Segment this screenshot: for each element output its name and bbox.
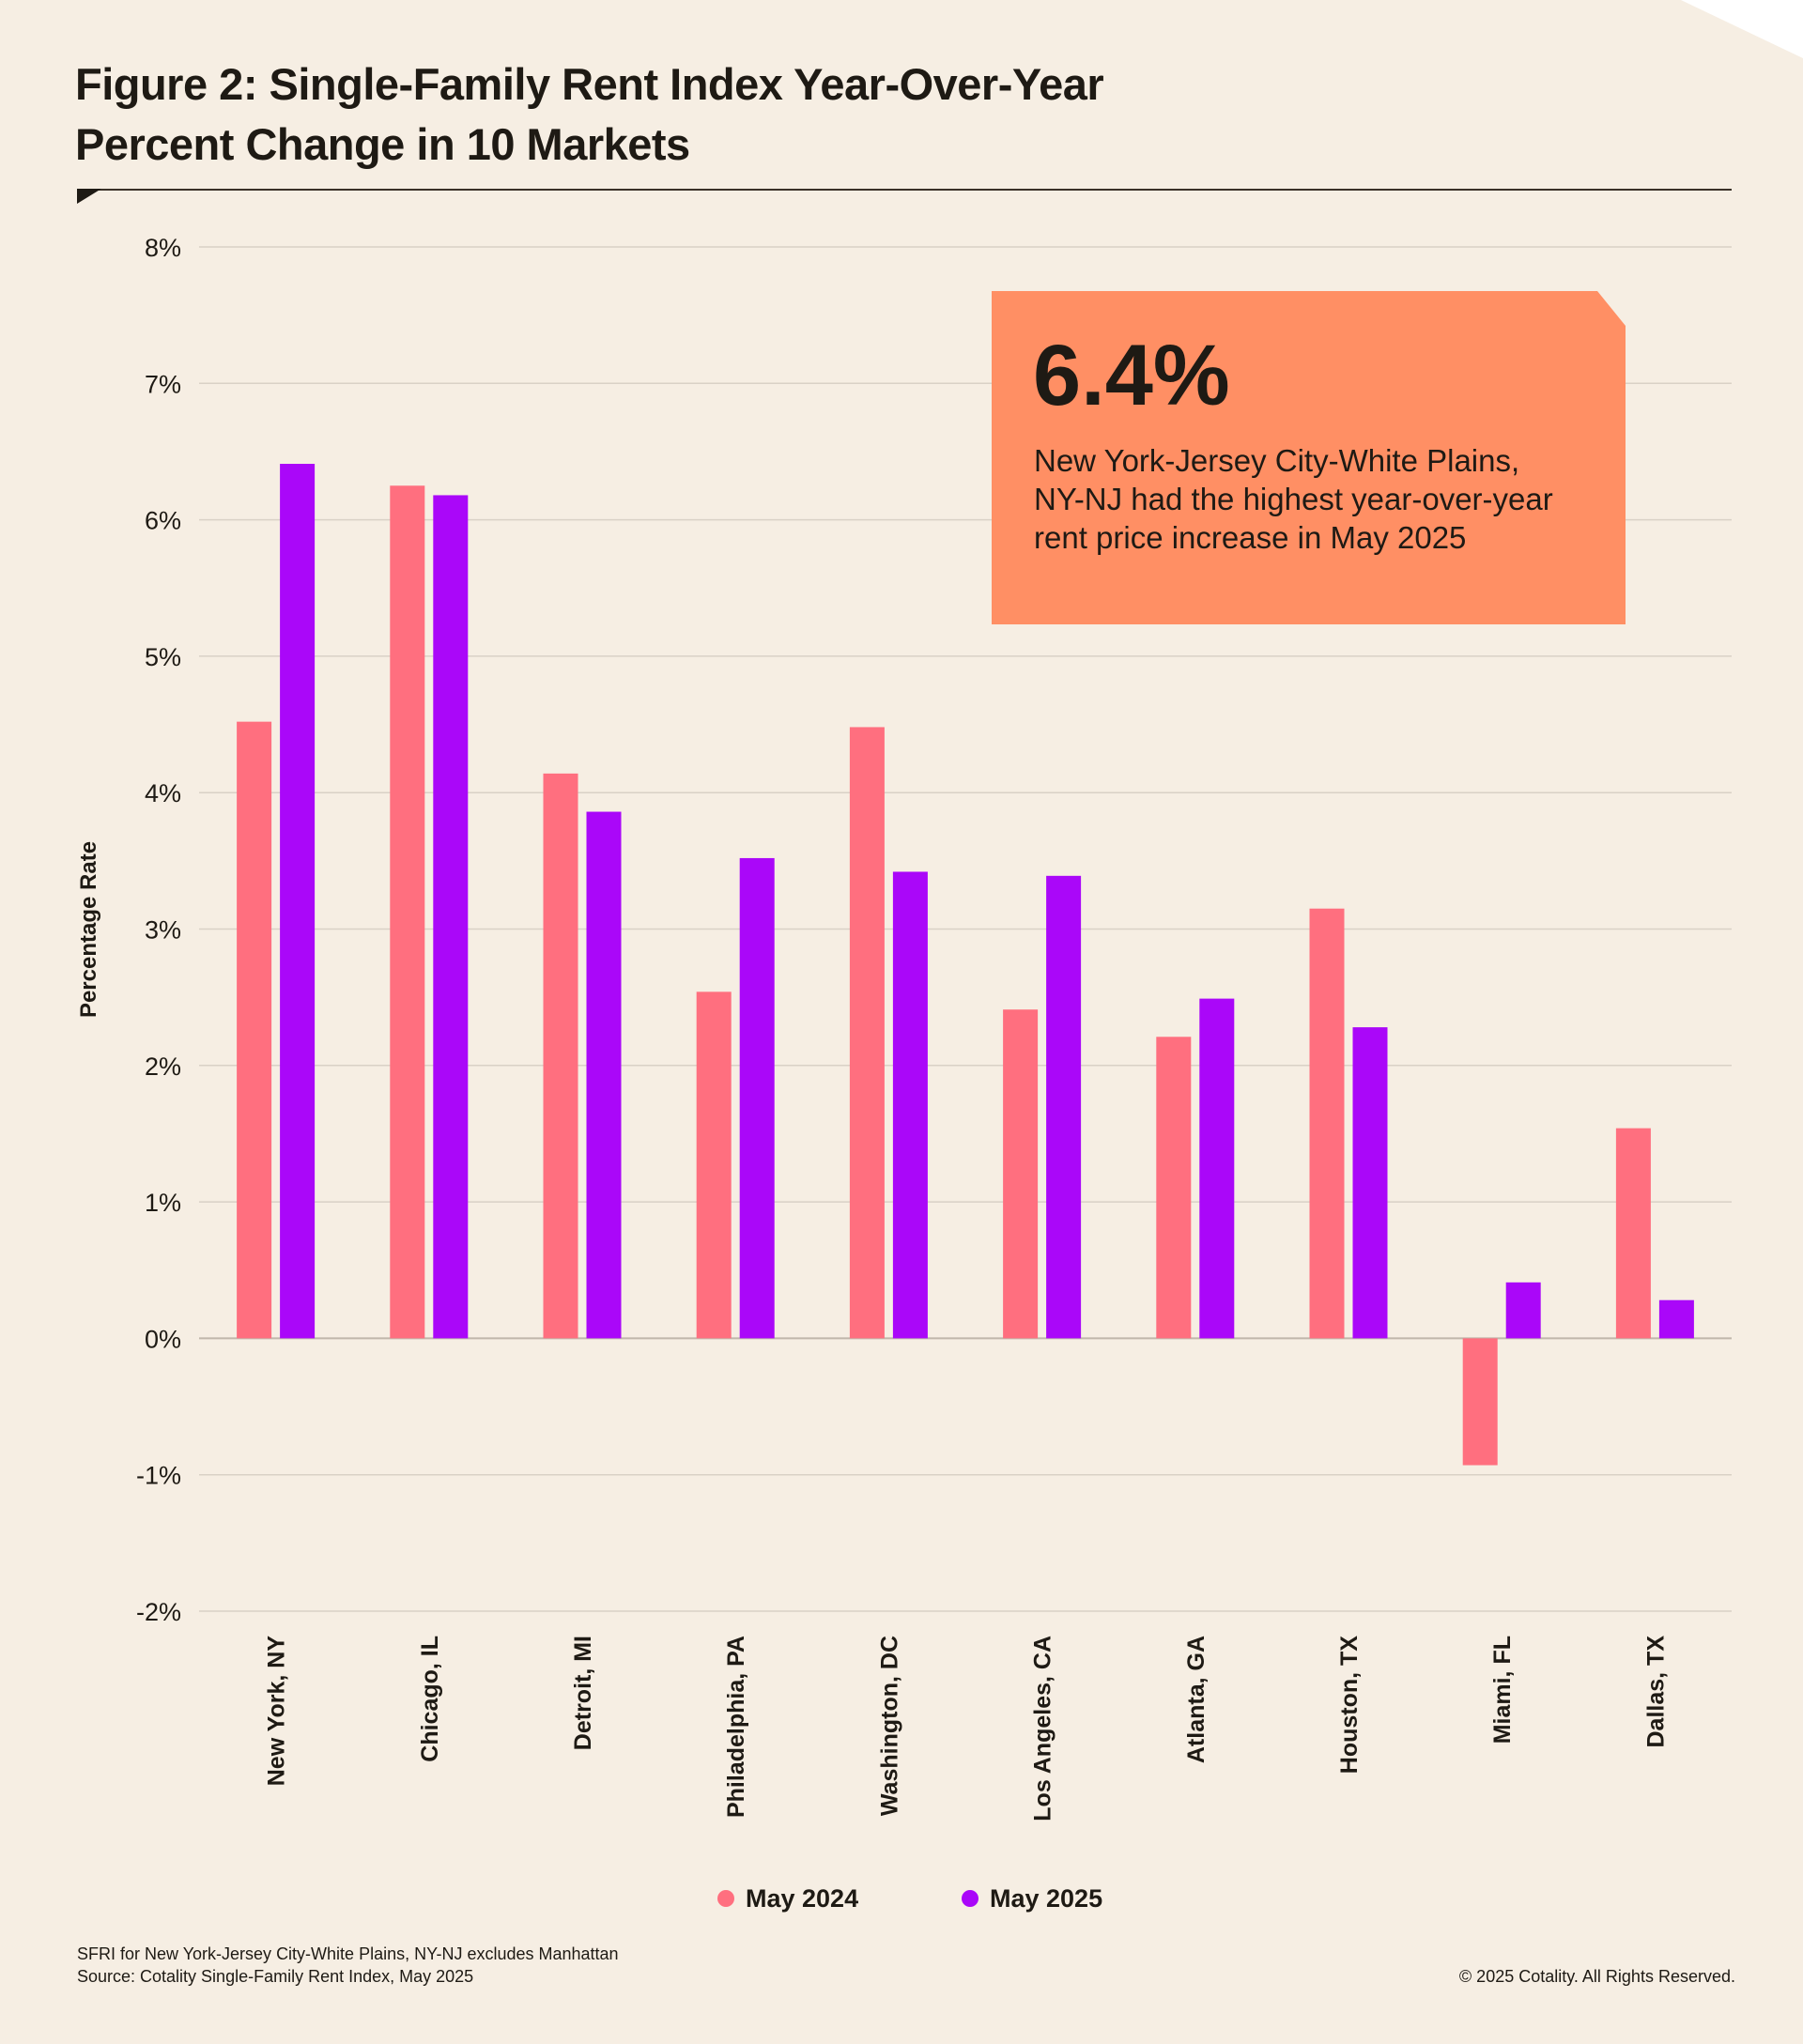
bar-may-2025: [1199, 998, 1235, 1339]
bar-may-2025: [433, 495, 469, 1339]
callout-value: 6.4%: [1033, 328, 1230, 423]
x-category-label: Chicago, IL: [417, 1636, 443, 1762]
bar-may-2024: [849, 727, 885, 1339]
highlight-callout: 6.4% New York-Jersey City-White Plains, …: [992, 291, 1626, 624]
footnote-source: Source: Cotality Single-Family Rent Inde…: [77, 1967, 474, 1986]
bar-may-2024: [1156, 1037, 1192, 1339]
bar-may-2024: [390, 485, 425, 1339]
y-tick-label: 5%: [145, 643, 181, 671]
y-tick-label: 8%: [145, 234, 181, 262]
bar-may-2024: [1309, 908, 1345, 1339]
bar-may-2024: [1615, 1128, 1651, 1339]
bar-may-2025: [1658, 1299, 1694, 1339]
chart-title: Figure 2: Single-Family Rent Index Year-…: [75, 54, 1296, 175]
chart-title-line-2: Percent Change in 10 Markets: [75, 119, 690, 169]
x-category-label: Miami, FL: [1489, 1636, 1516, 1744]
title-divider: [77, 189, 1732, 191]
bar-chart: -2% -1% 0% 1% 2% 3% 4% 5% 6% 7% 8% Percentage Rate N…: [76, 234, 1732, 1821]
y-tick-label: 7%: [145, 370, 181, 398]
bar-may-2025: [1352, 1027, 1388, 1339]
y-tick-label: 6%: [145, 507, 181, 535]
legend-label-may-2024: May 2024: [746, 1883, 859, 1913]
legend-swatch-may-2025: [962, 1890, 979, 1907]
bar-may-2025: [892, 871, 928, 1339]
y-tick-label: -2%: [136, 1598, 181, 1626]
x-category-label: Los Angeles, CA: [1030, 1636, 1056, 1821]
x-category-label: Atlanta, GA: [1183, 1636, 1210, 1763]
bar-may-2025: [1505, 1282, 1541, 1339]
bar-may-2024: [1462, 1338, 1498, 1466]
x-category-label: Washington, DC: [876, 1636, 902, 1816]
divider-notch: [77, 189, 101, 204]
y-tick-label: -1%: [136, 1462, 181, 1490]
footnote-line-1: SFRI for New York-Jersey City-White Plai…: [77, 1944, 619, 1963]
y-tick-label: 1%: [145, 1189, 181, 1217]
legend-item-may-2025: May 2025: [962, 1880, 1102, 1917]
x-category-label: New York, NY: [264, 1636, 290, 1787]
callout-text: New York-Jersey City-White Plains, NY-NJ…: [1034, 443, 1553, 555]
y-tick-label: 0%: [145, 1325, 181, 1353]
y-axis-label: Percentage Rate: [76, 841, 101, 1018]
copyright-notice: © 2025 Cotality. All Rights Reserved.: [1458, 1967, 1735, 1986]
bar-may-2024: [237, 721, 272, 1339]
x-category-label: Detroit, MI: [570, 1636, 596, 1750]
bar-may-2025: [739, 857, 775, 1339]
y-tick-label: 2%: [145, 1053, 181, 1081]
bar-may-2024: [696, 991, 732, 1339]
bar-may-2025: [280, 464, 316, 1339]
y-tick-label: 4%: [145, 779, 181, 807]
x-category-label: Houston, TX: [1336, 1636, 1363, 1775]
corner-decoration: [1681, 0, 1803, 58]
chart-title-line-1: Figure 2: Single-Family Rent Index Year-…: [75, 59, 1104, 109]
chart-legend: May 2024 May 2025: [0, 1880, 1803, 1917]
x-category-label: Philadelphia, PA: [723, 1636, 749, 1818]
bar-may-2024: [543, 773, 578, 1339]
legend-label-may-2025: May 2025: [990, 1883, 1103, 1913]
legend-item-may-2024: May 2024: [717, 1880, 858, 1917]
bar-may-2025: [586, 811, 622, 1339]
bar-may-2025: [1046, 875, 1082, 1339]
y-tick-label: 3%: [145, 916, 181, 945]
footnote: SFRI for New York-Jersey City-White Plai…: [77, 1943, 619, 1988]
legend-swatch-may-2024: [717, 1890, 734, 1907]
x-category-label: Dallas, TX: [1642, 1636, 1669, 1748]
bar-may-2024: [1003, 1009, 1039, 1339]
